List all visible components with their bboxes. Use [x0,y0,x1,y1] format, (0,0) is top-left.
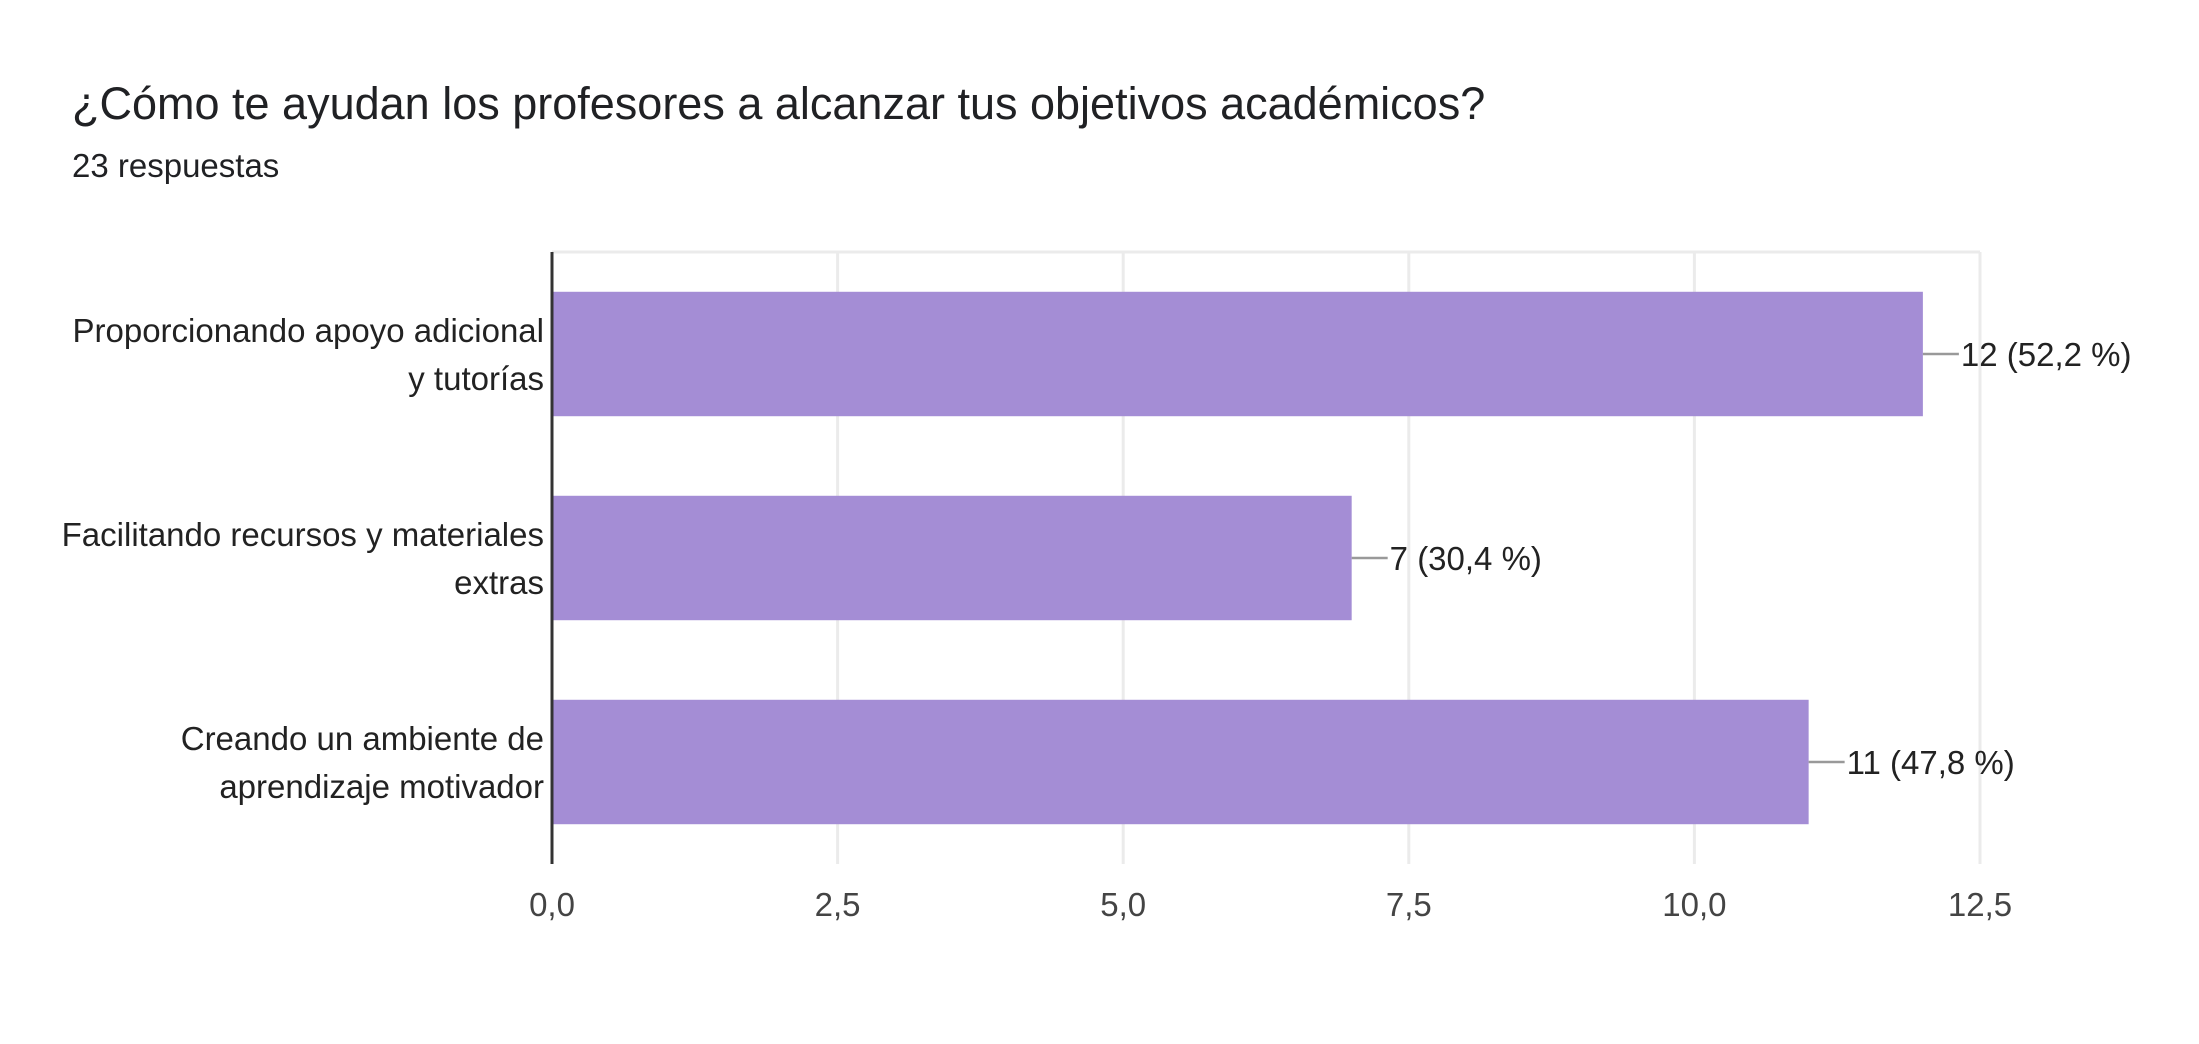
x-tick-label: 2,5 [815,886,861,923]
response-count: 23 respuestas [72,147,280,184]
category-label: Facilitando recursos y materiales [62,516,544,553]
x-axis-tick-labels: 0,0 2,5 5,0 7,5 10,0 12,5 [529,886,2012,923]
x-tick-label: 0,0 [529,886,575,923]
category-label: y tutorías [408,360,544,397]
data-labels: 12 (52,2 %) 7 (30,4 %) 11 (47,8 %) [1390,336,2132,781]
category-label: aprendizaje motivador [219,768,544,805]
x-tick-label: 5,0 [1100,886,1146,923]
category-label: Proporcionando apoyo adicional [72,312,544,349]
category-labels: Proporcionando apoyo adicional y tutorías… [62,312,544,805]
bar [552,699,1809,825]
bars [552,291,1923,825]
data-label-connectors [1351,352,1959,764]
bar [552,495,1352,621]
x-tick-label: 12,5 [1948,886,2012,923]
bar [552,291,1923,417]
category-label: Creando un ambiente de [181,720,544,757]
chart-title: ¿Cómo te ayudan los profesores a alcanza… [72,78,1486,129]
category-label: extras [454,564,544,601]
data-label: 7 (30,4 %) [1390,540,1542,577]
data-label: 11 (47,8 %) [1847,744,2015,781]
x-tick-label: 10,0 [1662,886,1726,923]
data-label: 12 (52,2 %) [1961,336,2132,373]
x-tick-label: 7,5 [1386,886,1432,923]
